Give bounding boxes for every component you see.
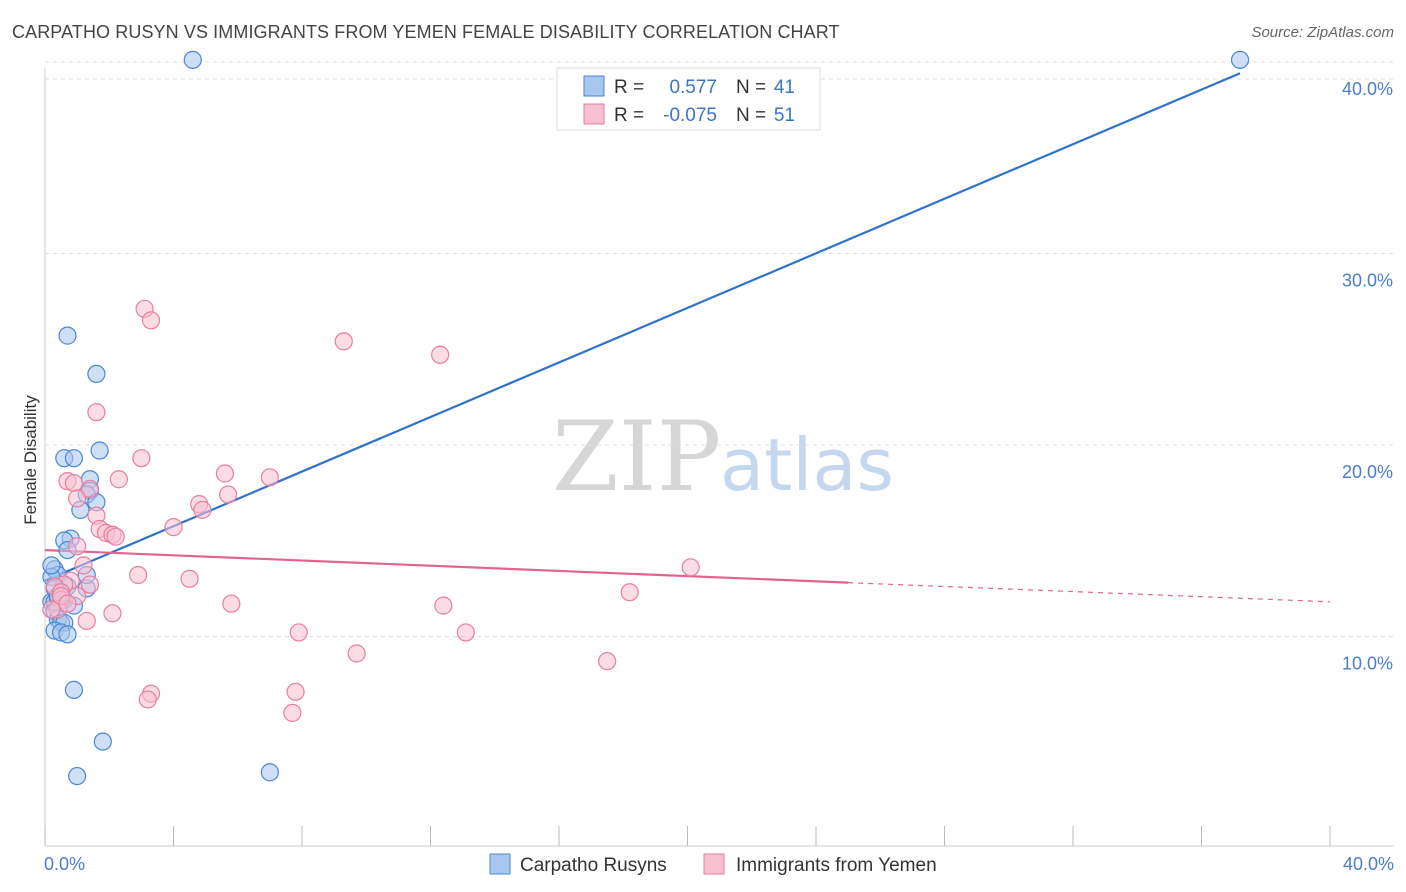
y-tick-label-40: 40.0%: [1342, 79, 1393, 99]
yemen-point-40: [456, 623, 475, 642]
y-tick-label-30: 30.0%: [1342, 271, 1393, 291]
yemen-point-8: [109, 470, 128, 489]
legend-n-label-2: N =: [736, 105, 766, 126]
watermark-zip: ZIP: [552, 401, 721, 513]
rusyn-point-6: [64, 449, 84, 468]
legend-r-label-1: R =: [614, 77, 644, 98]
yemen-point-1: [141, 311, 161, 330]
rusyn-point-38: [260, 763, 279, 782]
yemen-point-2: [334, 332, 353, 351]
yemen-point-5: [132, 449, 151, 468]
rusyn-point-4: [90, 441, 109, 460]
yemen-point-47: [283, 703, 302, 722]
x-tick-label-min: 0.0%: [44, 854, 85, 874]
yemen-point-7: [260, 468, 279, 487]
legend-swatch-blue: [583, 75, 605, 97]
yemen-point-3: [431, 345, 450, 364]
stats-legend: R = 0.577 N = 41 R = -0.075 N = 51: [556, 67, 821, 131]
y-tick-label-20: 20.0%: [1342, 462, 1393, 482]
yemen-point-22: [68, 537, 87, 556]
yemen-point-50: [80, 575, 100, 594]
series-legend: Carpatho Rusyns Immigrants from Yemen: [489, 853, 937, 876]
yemen-point-36: [103, 604, 122, 623]
legend-n-label-1: N =: [736, 77, 766, 98]
yemen-point-23: [74, 556, 93, 575]
legend-swatch-pink: [583, 103, 605, 125]
trend-line-immigrants-from-yemen-extension: [848, 582, 1331, 603]
rusyn-point-0: [183, 50, 202, 69]
yemen-point-25: [180, 569, 199, 588]
rusyn-point-31: [58, 625, 77, 644]
yemen-point-17: [164, 518, 183, 537]
series-immigrants-from-yemen: [42, 299, 700, 722]
trend-line-carpatho-rusyns: [44, 72, 1241, 582]
yemen-point-39: [289, 623, 308, 642]
bottom-legend-swatch-pink: [703, 853, 725, 875]
bottom-legend-label-2: Immigrants from Yemen: [736, 855, 937, 876]
yemen-point-6: [215, 464, 234, 483]
yemen-point-15: [193, 500, 212, 519]
yemen-point-13: [68, 489, 87, 508]
legend-r-value-1: 0.577: [669, 77, 717, 98]
yemen-point-42: [598, 652, 617, 671]
yemen-point-24: [129, 565, 148, 585]
axes: 10.0% 20.0% 30.0% 40.0%: [44, 68, 1394, 847]
yemen-point-11: [80, 479, 100, 498]
yemen-point-10: [64, 473, 84, 493]
legend-r-label-2: R =: [614, 105, 644, 126]
trend-line-immigrants-from-yemen: [44, 548, 849, 584]
legend-n-value-1: 41: [774, 77, 795, 98]
rusyn-point-37: [68, 766, 87, 786]
yemen-point-34: [222, 594, 241, 613]
yemen-point-4: [87, 403, 106, 422]
rusyn-point-34: [42, 556, 61, 575]
rusyn-point-35: [64, 680, 84, 699]
yemen-point-49: [58, 594, 77, 613]
bottom-legend-label-1: Carpatho Rusyns: [520, 855, 667, 876]
legend-n-value-2: 51: [774, 105, 795, 126]
chart-title: CARPATHO RUSYN VS IMMIGRANTS FROM YEMEN …: [12, 22, 840, 42]
rusyn-point-36: [93, 732, 112, 751]
yemen-point-35: [434, 596, 453, 615]
yemen-point-43: [620, 583, 639, 602]
source-credit: Source: ZipAtlas.com: [1251, 24, 1394, 41]
trend-lines: [44, 72, 1331, 603]
yemen-point-38: [77, 611, 96, 631]
yemen-point-45: [138, 690, 157, 709]
gridlines: [45, 61, 1394, 637]
bottom-legend-swatch-blue: [489, 853, 511, 875]
rusyn-point-3: [87, 364, 106, 384]
watermark-atlas: atlas: [720, 423, 894, 507]
yemen-point-12: [219, 485, 238, 504]
x-tick-label-max: 40.0%: [1343, 854, 1394, 874]
y-axis-label: Female Disability: [21, 395, 40, 525]
yemen-point-46: [286, 682, 305, 701]
yemen-point-21: [106, 527, 125, 546]
y-tick-label-10: 10.0%: [1342, 654, 1393, 674]
rusyn-point-2: [58, 326, 77, 345]
rusyn-point-1: [1230, 50, 1250, 69]
yemen-point-37: [42, 600, 61, 619]
yemen-point-26: [681, 558, 700, 577]
yemen-point-41: [347, 644, 366, 663]
legend-r-value-2: -0.075: [663, 105, 717, 126]
